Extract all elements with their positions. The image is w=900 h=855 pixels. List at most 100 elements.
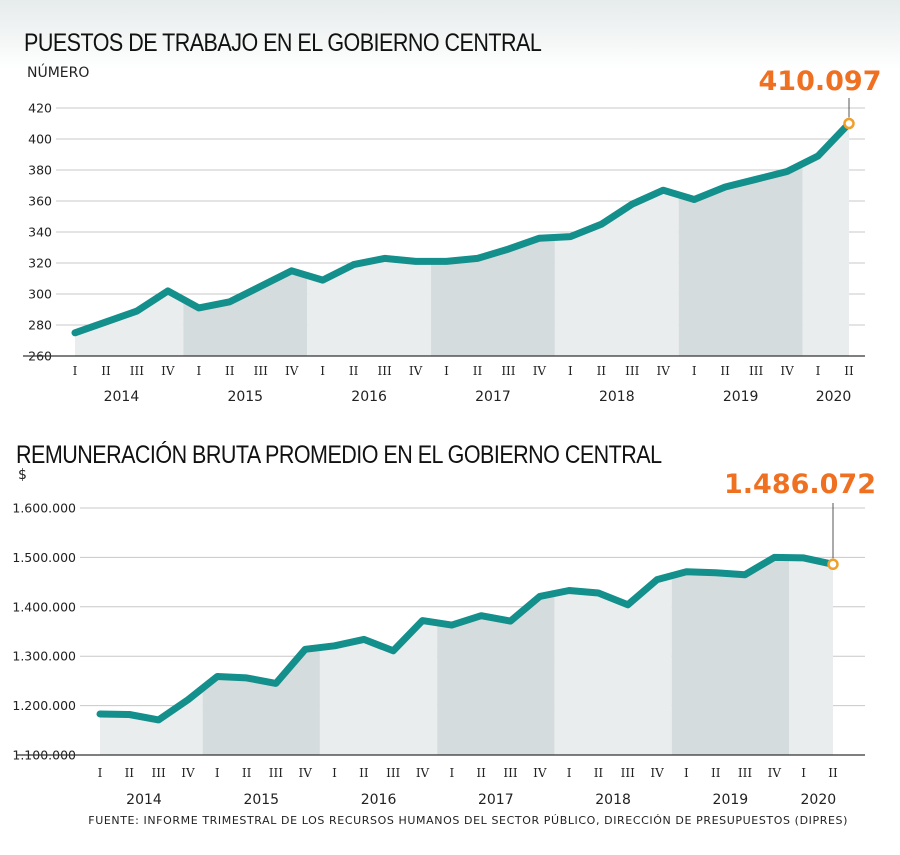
x-year-label: 2014: [104, 389, 140, 405]
x-quarter-label: I: [567, 766, 572, 780]
x-quarter-label: II: [359, 766, 369, 780]
year-band-2020: [789, 557, 833, 755]
y-tick-label: 1.300.000: [12, 649, 76, 664]
series-line: [96, 553, 837, 724]
x-quarter-label: I: [816, 364, 821, 378]
x-quarter-label: II: [242, 766, 252, 780]
x-quarter-label: II: [225, 364, 235, 378]
y-tick-label: 1.400.000: [12, 599, 76, 614]
x-year-label: 2018: [595, 792, 631, 808]
y-tick-label: 300: [28, 287, 52, 302]
x-quarter-label: IV: [416, 766, 430, 780]
chart2-ylabel: $: [18, 467, 27, 483]
x-quarter-label: III: [130, 364, 144, 378]
x-quarter-label: I: [332, 766, 337, 780]
y-tick-label: 340: [28, 225, 52, 240]
x-year-label: 2019: [713, 792, 749, 808]
x-quarter-label: IV: [299, 766, 313, 780]
x-quarter-label: III: [738, 766, 752, 780]
y-tick-label: 400: [28, 132, 52, 147]
y-tick-label: 360: [28, 194, 52, 209]
x-quarter-label: II: [101, 364, 111, 378]
x-quarter-label: II: [720, 364, 730, 378]
x-quarter-label: IV: [533, 766, 547, 780]
chart1-ylabel: NÚMERO: [27, 65, 90, 81]
x-year-label: 2017: [478, 792, 514, 808]
year-band-2019: [671, 557, 790, 755]
year-band-2017: [431, 237, 555, 356]
x-quarter-label: II: [125, 766, 135, 780]
x-quarter-label: III: [254, 364, 268, 378]
year-band-2016: [307, 258, 432, 356]
x-quarter-label: IV: [657, 364, 671, 378]
series-line: [71, 120, 853, 337]
y-tick-label: 1.200.000: [12, 698, 76, 713]
x-quarter-label: IV: [768, 766, 782, 780]
x-quarter-label: III: [501, 364, 515, 378]
x-quarter-label: II: [597, 364, 607, 378]
x-year-label: 2016: [361, 792, 397, 808]
x-quarter-label: III: [386, 766, 400, 780]
x-year-label: 2017: [475, 389, 511, 405]
year-band-2020: [802, 123, 849, 356]
year-band-2014: [75, 290, 184, 356]
x-quarter-label: II: [349, 364, 359, 378]
x-year-label: 2014: [126, 792, 162, 808]
x-quarter-label: I: [684, 766, 689, 780]
x-quarter-label: I: [215, 766, 220, 780]
x-quarter-label: I: [196, 364, 201, 378]
x-quarter-label: IV: [650, 766, 664, 780]
x-year-label: 2016: [351, 389, 387, 405]
x-quarter-label: III: [625, 364, 639, 378]
year-band-2015: [202, 647, 320, 755]
highlight-point: [827, 558, 839, 571]
callout-value: 1.486.072: [724, 469, 876, 500]
source-note: FUENTE: INFORME TRIMESTRAL DE LOS RECURS…: [88, 814, 848, 827]
x-quarter-label: IV: [533, 364, 547, 378]
y-tick-label: 420: [28, 101, 52, 116]
x-quarter-label: IV: [409, 364, 423, 378]
x-quarter-label: I: [98, 766, 103, 780]
x-quarter-label: IV: [181, 766, 195, 780]
year-band-2015: [183, 270, 308, 356]
x-year-label: 2015: [227, 389, 263, 405]
x-quarter-label: I: [320, 364, 325, 378]
x-year-label: 2015: [243, 792, 279, 808]
x-quarter-label: II: [844, 364, 854, 378]
y-tick-label: 320: [28, 256, 52, 271]
x-quarter-label: I: [73, 364, 78, 378]
year-band-2019: [678, 163, 803, 356]
x-quarter-label: III: [377, 364, 391, 378]
chart1-title: PUESTOS DE TRABAJO EN EL GOBIERNO CENTRA…: [24, 29, 542, 57]
y-tick-label: 1.500.000: [12, 550, 76, 565]
x-quarter-label: II: [476, 766, 486, 780]
x-quarter-label: II: [594, 766, 604, 780]
x-year-label: 2018: [599, 389, 635, 405]
x-quarter-label: III: [152, 766, 166, 780]
y-tick-label: 1.600.000: [12, 501, 76, 516]
x-quarter-label: IV: [161, 364, 175, 378]
x-quarter-label: III: [269, 766, 283, 780]
x-year-label: 2020: [801, 792, 837, 808]
x-quarter-label: II: [473, 364, 483, 378]
x-quarter-label: III: [503, 766, 517, 780]
x-quarter-label: III: [621, 766, 635, 780]
x-quarter-label: II: [828, 766, 838, 780]
chart2-title: REMUNERACIÓN BRUTA PROMEDIO EN EL GOBIER…: [16, 441, 662, 469]
x-quarter-label: III: [749, 364, 763, 378]
x-quarter-label: I: [692, 364, 697, 378]
x-year-label: 2020: [816, 389, 852, 405]
highlight-point: [843, 117, 855, 130]
x-quarter-label: I: [568, 364, 573, 378]
year-band-2018: [554, 575, 672, 755]
x-quarter-label: II: [711, 766, 721, 780]
x-quarter-label: I: [449, 766, 454, 780]
y-tick-label: 280: [28, 318, 52, 333]
x-quarter-label: I: [801, 766, 806, 780]
y-tick-label: 380: [28, 163, 52, 178]
x-year-label: 2019: [723, 389, 759, 405]
callout-value: 410.097: [759, 66, 882, 97]
x-quarter-label: IV: [285, 364, 299, 378]
